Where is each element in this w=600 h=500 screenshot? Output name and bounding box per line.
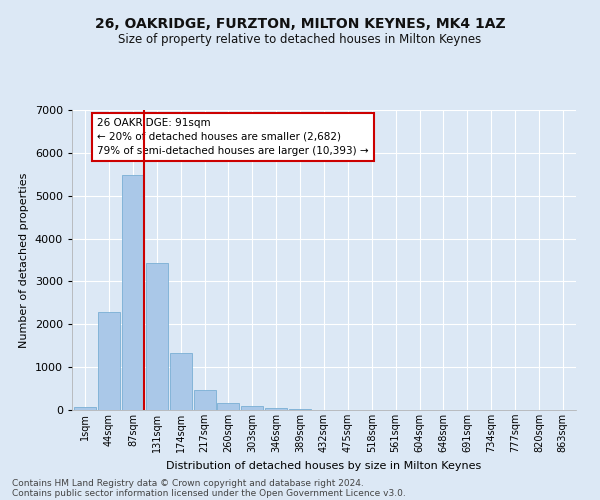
- Bar: [194, 390, 215, 410]
- X-axis label: Distribution of detached houses by size in Milton Keynes: Distribution of detached houses by size …: [166, 460, 482, 470]
- Text: 26, OAKRIDGE, FURZTON, MILTON KEYNES, MK4 1AZ: 26, OAKRIDGE, FURZTON, MILTON KEYNES, MK…: [95, 18, 505, 32]
- Text: 26 OAKRIDGE: 91sqm
← 20% of detached houses are smaller (2,682)
79% of semi-deta: 26 OAKRIDGE: 91sqm ← 20% of detached hou…: [97, 118, 369, 156]
- Bar: [241, 406, 263, 410]
- Bar: [265, 408, 287, 410]
- Bar: [98, 312, 120, 410]
- Bar: [170, 354, 191, 410]
- Text: Contains public sector information licensed under the Open Government Licence v3: Contains public sector information licen…: [12, 488, 406, 498]
- Bar: [146, 263, 168, 410]
- Y-axis label: Number of detached properties: Number of detached properties: [19, 172, 29, 348]
- Text: Contains HM Land Registry data © Crown copyright and database right 2024.: Contains HM Land Registry data © Crown c…: [12, 478, 364, 488]
- Bar: [122, 175, 144, 410]
- Bar: [289, 408, 311, 410]
- Text: Size of property relative to detached houses in Milton Keynes: Size of property relative to detached ho…: [118, 32, 482, 46]
- Bar: [217, 404, 239, 410]
- Bar: [74, 406, 96, 410]
